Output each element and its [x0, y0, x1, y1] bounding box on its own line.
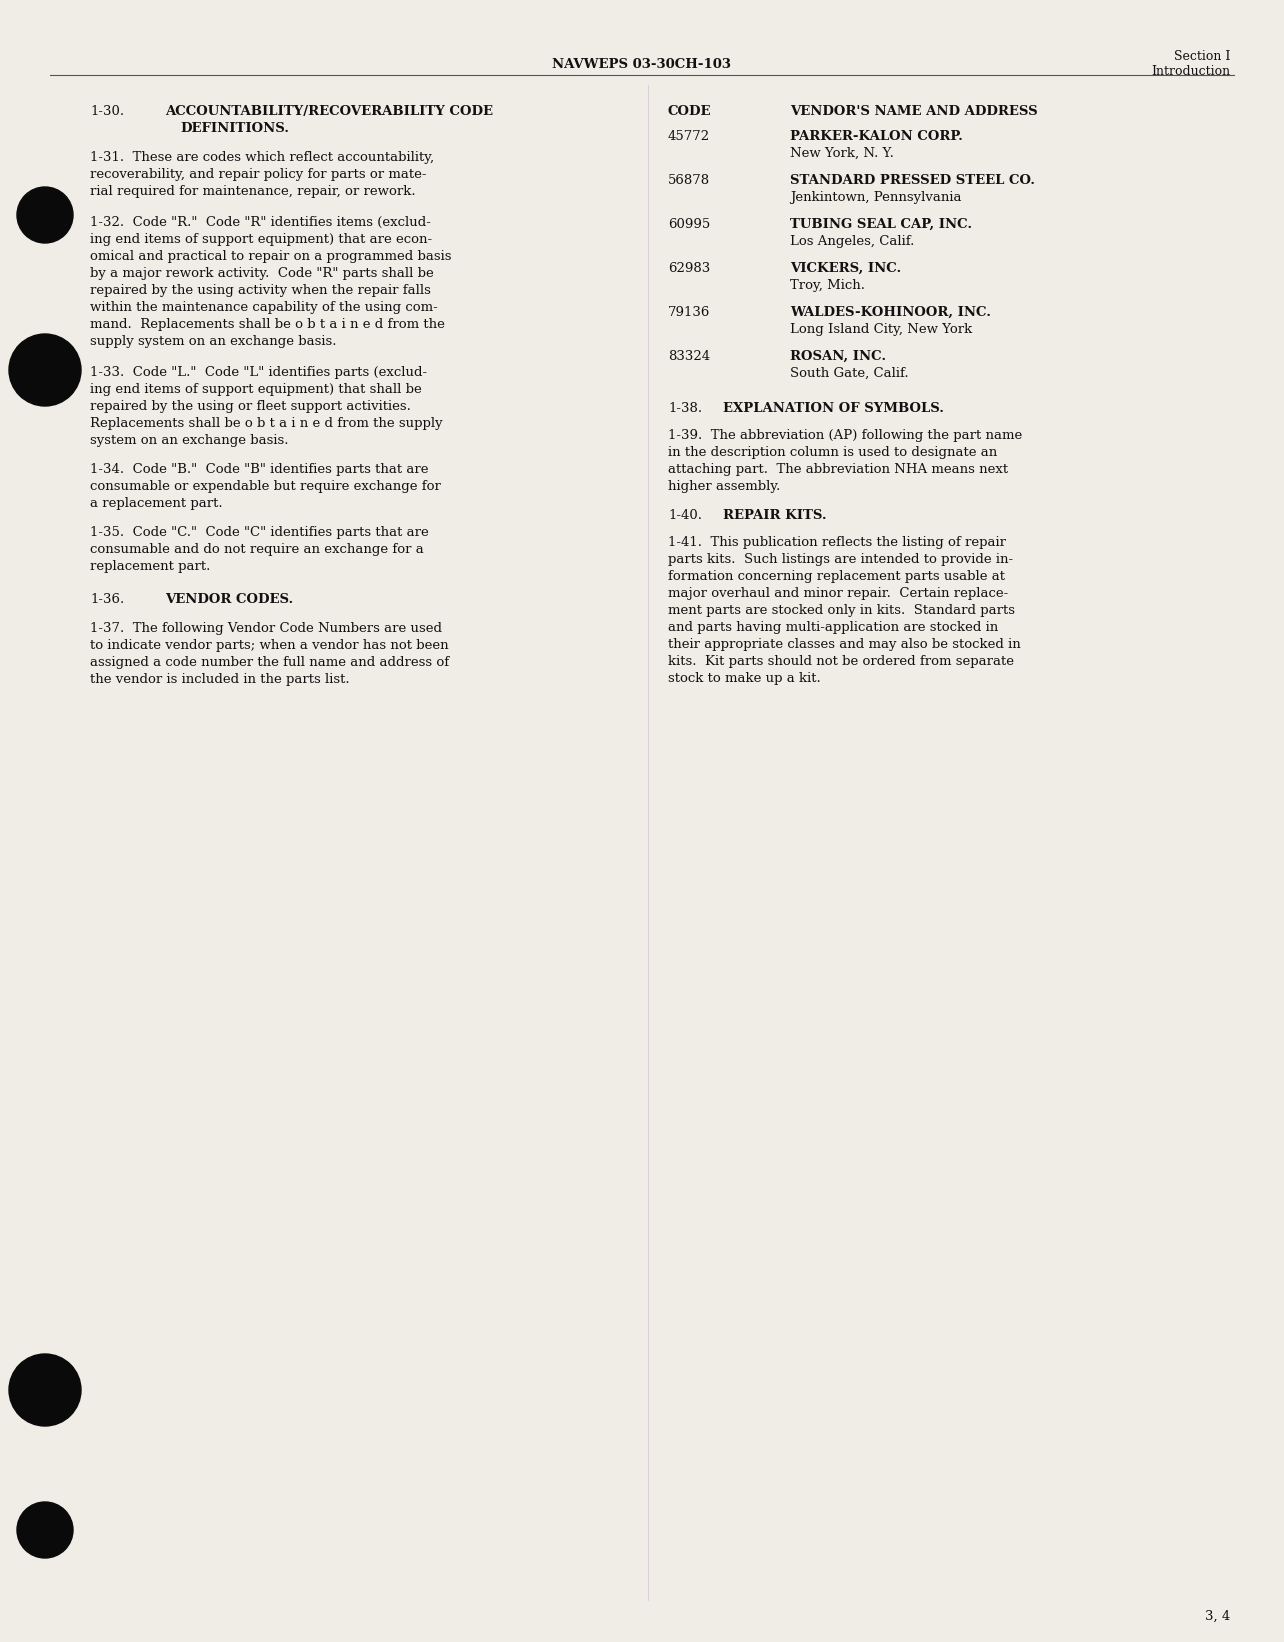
Text: formation concerning replacement parts usable at: formation concerning replacement parts u… [668, 570, 1005, 583]
Text: omical and practical to repair on a programmed basis: omical and practical to repair on a prog… [90, 250, 452, 263]
Text: Jenkintown, Pennsylvania: Jenkintown, Pennsylvania [790, 190, 962, 204]
Text: major overhaul and minor repair.  Certain replace-: major overhaul and minor repair. Certain… [668, 586, 1008, 599]
Text: repaired by the using activity when the repair falls: repaired by the using activity when the … [90, 284, 431, 297]
Circle shape [9, 1355, 81, 1425]
Text: supply system on an exchange basis.: supply system on an exchange basis. [90, 335, 336, 348]
Text: 1-36.: 1-36. [90, 593, 125, 606]
Text: DEFINITIONS.: DEFINITIONS. [180, 122, 289, 135]
Text: 1-37.  The following Vendor Code Numbers are used: 1-37. The following Vendor Code Numbers … [90, 622, 442, 635]
Text: ROSAN, INC.: ROSAN, INC. [790, 350, 886, 363]
Text: 1-30.: 1-30. [90, 105, 125, 118]
Text: 1-39.  The abbreviation (AP) following the part name: 1-39. The abbreviation (AP) following th… [668, 429, 1022, 442]
Text: Introduction: Introduction [1150, 66, 1230, 79]
Circle shape [9, 333, 81, 406]
Text: Replacements shall be o b t a i n e d from the supply: Replacements shall be o b t a i n e d fr… [90, 417, 443, 430]
Text: ment parts are stocked only in kits.  Standard parts: ment parts are stocked only in kits. Sta… [668, 604, 1014, 617]
Text: 1-34.  Code "B."  Code "B" identifies parts that are: 1-34. Code "B." Code "B" identifies part… [90, 463, 429, 476]
Text: the vendor is included in the parts list.: the vendor is included in the parts list… [90, 673, 349, 686]
Text: a replacement part.: a replacement part. [90, 498, 222, 511]
Text: replacement part.: replacement part. [90, 560, 211, 573]
Text: repaired by the using or fleet support activities.: repaired by the using or fleet support a… [90, 401, 411, 414]
Circle shape [17, 1502, 73, 1558]
Text: by a major rework activity.  Code "R" parts shall be: by a major rework activity. Code "R" par… [90, 268, 434, 281]
Text: mand.  Replacements shall be o b t a i n e d from the: mand. Replacements shall be o b t a i n … [90, 319, 444, 332]
Text: consumable or expendable but require exchange for: consumable or expendable but require exc… [90, 479, 440, 493]
Text: VENDOR CODES.: VENDOR CODES. [166, 593, 293, 606]
Text: New York, N. Y.: New York, N. Y. [790, 148, 894, 159]
Text: stock to make up a kit.: stock to make up a kit. [668, 672, 820, 685]
Text: to indicate vendor parts; when a vendor has not been: to indicate vendor parts; when a vendor … [90, 639, 448, 652]
Text: REPAIR KITS.: REPAIR KITS. [723, 509, 827, 522]
Text: CODE: CODE [668, 105, 711, 118]
Text: 62983: 62983 [668, 263, 710, 274]
Text: 1-35.  Code "C."  Code "C" identifies parts that are: 1-35. Code "C." Code "C" identifies part… [90, 525, 429, 539]
Text: within the maintenance capability of the using com-: within the maintenance capability of the… [90, 300, 438, 314]
Text: 60995: 60995 [668, 218, 710, 232]
Text: rial required for maintenance, repair, or rework.: rial required for maintenance, repair, o… [90, 186, 416, 199]
Text: STANDARD PRESSED STEEL CO.: STANDARD PRESSED STEEL CO. [790, 174, 1035, 187]
Text: Long Island City, New York: Long Island City, New York [790, 323, 972, 337]
Text: 1-38.: 1-38. [668, 402, 702, 415]
Text: VENDOR'S NAME AND ADDRESS: VENDOR'S NAME AND ADDRESS [790, 105, 1037, 118]
Text: attaching part.  The abbreviation NHA means next: attaching part. The abbreviation NHA mea… [668, 463, 1008, 476]
Text: recoverability, and repair policy for parts or mate-: recoverability, and repair policy for pa… [90, 167, 426, 181]
Text: Troy, Mich.: Troy, Mich. [790, 279, 865, 292]
Text: and parts having multi-application are stocked in: and parts having multi-application are s… [668, 621, 998, 634]
Text: 1-31.  These are codes which reflect accountability,: 1-31. These are codes which reflect acco… [90, 151, 434, 164]
Text: 3, 4: 3, 4 [1204, 1611, 1230, 1622]
Text: 79136: 79136 [668, 305, 710, 319]
Text: consumable and do not require an exchange for a: consumable and do not require an exchang… [90, 544, 424, 557]
Text: system on an exchange basis.: system on an exchange basis. [90, 433, 289, 447]
Text: in the description column is used to designate an: in the description column is used to des… [668, 447, 998, 460]
Text: VICKERS, INC.: VICKERS, INC. [790, 263, 901, 274]
Text: TUBING SEAL CAP, INC.: TUBING SEAL CAP, INC. [790, 218, 972, 232]
Text: higher assembly.: higher assembly. [668, 479, 781, 493]
Text: 1-40.: 1-40. [668, 509, 702, 522]
Text: 1-32.  Code "R."  Code "R" identifies items (exclud-: 1-32. Code "R." Code "R" identifies item… [90, 217, 431, 228]
Text: ing end items of support equipment) that shall be: ing end items of support equipment) that… [90, 383, 421, 396]
Text: ACCOUNTABILITY/RECOVERABILITY CODE: ACCOUNTABILITY/RECOVERABILITY CODE [166, 105, 493, 118]
Text: WALDES-KOHINOOR, INC.: WALDES-KOHINOOR, INC. [790, 305, 991, 319]
Text: parts kits.  Such listings are intended to provide in-: parts kits. Such listings are intended t… [668, 553, 1013, 566]
Text: 1-41.  This publication reflects the listing of repair: 1-41. This publication reflects the list… [668, 535, 1005, 548]
Text: 56878: 56878 [668, 174, 710, 187]
Circle shape [17, 187, 73, 243]
Text: Section I: Section I [1174, 49, 1230, 62]
Text: Los Angeles, Calif.: Los Angeles, Calif. [790, 235, 914, 248]
Text: assigned a code number the full name and address of: assigned a code number the full name and… [90, 657, 449, 668]
Text: NAVWEPS 03-30CH-103: NAVWEPS 03-30CH-103 [552, 57, 732, 71]
Text: 45772: 45772 [668, 130, 710, 143]
Text: kits.  Kit parts should not be ordered from separate: kits. Kit parts should not be ordered fr… [668, 655, 1014, 668]
Text: 83324: 83324 [668, 350, 710, 363]
Text: PARKER-KALON CORP.: PARKER-KALON CORP. [790, 130, 963, 143]
Text: South Gate, Calif.: South Gate, Calif. [790, 368, 909, 379]
Text: 1-33.  Code "L."  Code "L" identifies parts (exclud-: 1-33. Code "L." Code "L" identifies part… [90, 366, 428, 379]
Text: their appropriate classes and may also be stocked in: their appropriate classes and may also b… [668, 639, 1021, 650]
Text: ing end items of support equipment) that are econ-: ing end items of support equipment) that… [90, 233, 433, 246]
Text: EXPLANATION OF SYMBOLS.: EXPLANATION OF SYMBOLS. [723, 402, 944, 415]
